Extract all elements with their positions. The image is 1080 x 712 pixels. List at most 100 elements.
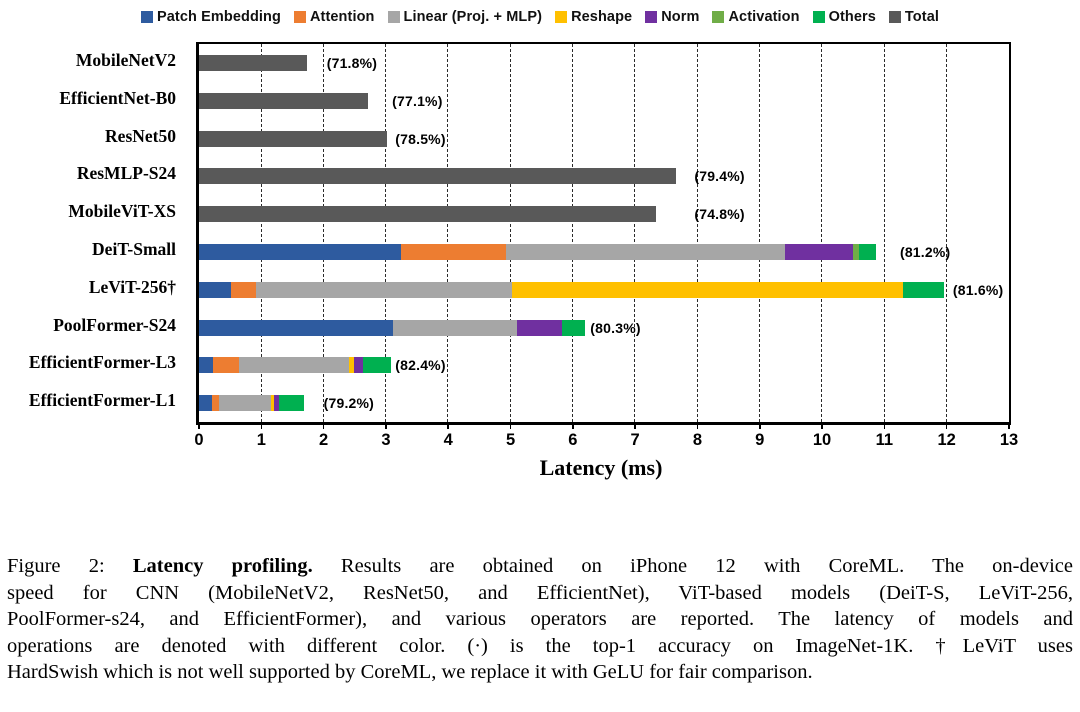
gridline-6 bbox=[572, 44, 574, 422]
patch_embedding-swatch-icon bbox=[141, 11, 153, 23]
model-label: EfficientFormer-L3 bbox=[28, 352, 176, 373]
legend-label: Norm bbox=[661, 9, 700, 25]
bar-segment-attention bbox=[212, 357, 239, 374]
x-tick-mark bbox=[385, 423, 387, 429]
gridline-1 bbox=[260, 44, 262, 422]
x-tick-mark bbox=[198, 423, 200, 429]
legend-item-activation: Activation bbox=[712, 9, 799, 25]
accuracy-label: (77.1%) bbox=[392, 92, 443, 109]
bar-segment-patch_embedding bbox=[199, 395, 213, 412]
total-swatch-icon bbox=[888, 11, 901, 23]
model-label: ResNet50 bbox=[105, 125, 176, 146]
bar-segment-total bbox=[199, 206, 657, 223]
bar-segment-norm bbox=[353, 357, 364, 374]
x-tick-mark bbox=[1008, 423, 1010, 429]
bar-segment-linear bbox=[505, 243, 785, 260]
x-tick-label: 8 bbox=[692, 431, 703, 449]
legend-label: Attention bbox=[309, 9, 375, 25]
gridline-4 bbox=[447, 44, 449, 422]
accuracy-label: (79.4%) bbox=[694, 168, 745, 185]
bar-segment-reshape bbox=[512, 281, 904, 298]
bar-segment-patch_embedding bbox=[199, 357, 213, 374]
x-tick-label: 10 bbox=[812, 431, 832, 449]
bar-segment-attention bbox=[400, 243, 506, 260]
bar-segment-linear bbox=[256, 281, 513, 298]
caption-text: PoolFormer-s24, and EfficientFormer), an… bbox=[7, 608, 1073, 630]
bar-segment-reshape bbox=[348, 357, 354, 374]
x-tick-mark bbox=[821, 423, 823, 429]
legend-label: Total bbox=[904, 9, 939, 25]
bar-segment-total bbox=[199, 92, 368, 109]
legend-item-reshape: Reshape bbox=[555, 9, 632, 25]
bar-segment-linear bbox=[218, 395, 271, 412]
legend-label: Linear (Proj. + MLP) bbox=[403, 9, 543, 25]
accuracy-label: (71.8%) bbox=[326, 54, 378, 71]
x-tick-label: 12 bbox=[937, 431, 956, 449]
bar-segment-linear bbox=[393, 319, 517, 336]
legend-label: Activation bbox=[728, 9, 800, 25]
bar-segment-others bbox=[278, 395, 304, 412]
model-label: EfficientFormer-L1 bbox=[28, 390, 176, 411]
accuracy-label: (74.8%) bbox=[694, 206, 745, 223]
x-tick-label: 7 bbox=[630, 431, 640, 449]
reshape-swatch-icon bbox=[555, 11, 568, 23]
x-axis: 0 1 2 3 4 5 6 7 8 9 10 11 12 13 bbox=[0, 423, 1080, 463]
x-tick-mark bbox=[634, 423, 636, 429]
caption-text: speed for CNN (MobileNetV2, ResNet50, an… bbox=[7, 581, 1073, 604]
bar-segment-linear bbox=[238, 357, 349, 374]
x-tick-mark bbox=[758, 423, 761, 429]
y-axis-labels: MobileNetV2 EfficientNet-B0 ResNet50 ResMLP… bbox=[0, 42, 186, 420]
bar-segment-patch_embedding bbox=[199, 319, 394, 336]
model-label: EfficientNet-B0 bbox=[59, 87, 176, 108]
model-label: MobileNetV2 bbox=[75, 50, 176, 70]
bar-segment-norm bbox=[784, 243, 854, 260]
norm-swatch-icon bbox=[645, 11, 658, 23]
accuracy-label: (78.5%) bbox=[395, 130, 446, 147]
caption-text: Results are obtained on iPhone 12 with C… bbox=[312, 555, 1073, 577]
legend-item-others: Others bbox=[812, 9, 876, 25]
bar-segment-attention bbox=[212, 395, 219, 412]
bar-segment-patch_embedding bbox=[199, 243, 401, 260]
x-tick-mark bbox=[322, 423, 325, 429]
gridline-2 bbox=[322, 44, 324, 422]
accuracy-label: (80.3%) bbox=[590, 319, 641, 336]
bar-segment-others bbox=[363, 357, 391, 374]
caption-line: PoolFormer-s24, and EfficientFormer), an… bbox=[7, 606, 1073, 633]
x-tick-label: 0 bbox=[194, 431, 204, 449]
caption-line: speed for CNN (MobileNetV2, ResNet50, an… bbox=[7, 580, 1073, 607]
bar-segment-attention bbox=[230, 281, 257, 298]
legend-item-patch_embedding: Patch Embedding bbox=[141, 9, 281, 25]
model-label: DeiT-Small bbox=[92, 239, 176, 259]
legend-item-norm: Norm bbox=[645, 9, 699, 25]
caption-text: operations are denoted with different co… bbox=[7, 634, 1073, 657]
legend-label: Reshape bbox=[571, 9, 633, 25]
x-tick-label: 4 bbox=[443, 431, 453, 449]
x-tick-label: 9 bbox=[755, 431, 765, 449]
gridline-7 bbox=[634, 44, 636, 422]
x-tick-mark bbox=[883, 423, 886, 429]
gridline-10 bbox=[821, 44, 823, 422]
bar-segment-norm bbox=[274, 395, 279, 412]
accuracy-label: (79.2%) bbox=[323, 395, 375, 412]
activation-swatch-icon bbox=[712, 11, 725, 23]
gridline-8 bbox=[696, 44, 698, 422]
bar-segment-total bbox=[199, 130, 388, 147]
gridline-5 bbox=[509, 44, 511, 422]
model-label: ResMLP-S24 bbox=[76, 163, 176, 184]
bar-segment-total bbox=[199, 168, 676, 185]
accuracy-label: (81.2%) bbox=[899, 243, 951, 260]
bar-segment-total bbox=[199, 54, 307, 71]
bar-segment-others bbox=[562, 319, 585, 336]
caption-bold-text: Latency profiling. bbox=[132, 555, 313, 577]
caption-line: Figure 2: Latency profiling. Results are… bbox=[7, 553, 1073, 580]
legend-item-attention: Attention bbox=[293, 9, 375, 25]
bar-segment-others bbox=[903, 281, 944, 298]
x-tick-label: 5 bbox=[505, 431, 516, 449]
x-tick-mark bbox=[696, 423, 699, 429]
gridline-11 bbox=[883, 44, 885, 422]
gridline-3 bbox=[385, 44, 387, 422]
x-tick-mark bbox=[572, 423, 574, 429]
x-axis-title: Latency (ms) bbox=[539, 455, 663, 480]
x-tick-mark bbox=[945, 423, 948, 429]
latency-chart-plot: (71.8%) (77.1%) (78.5%) (79.4%) (74.8%) (81.2… bbox=[196, 42, 1011, 425]
